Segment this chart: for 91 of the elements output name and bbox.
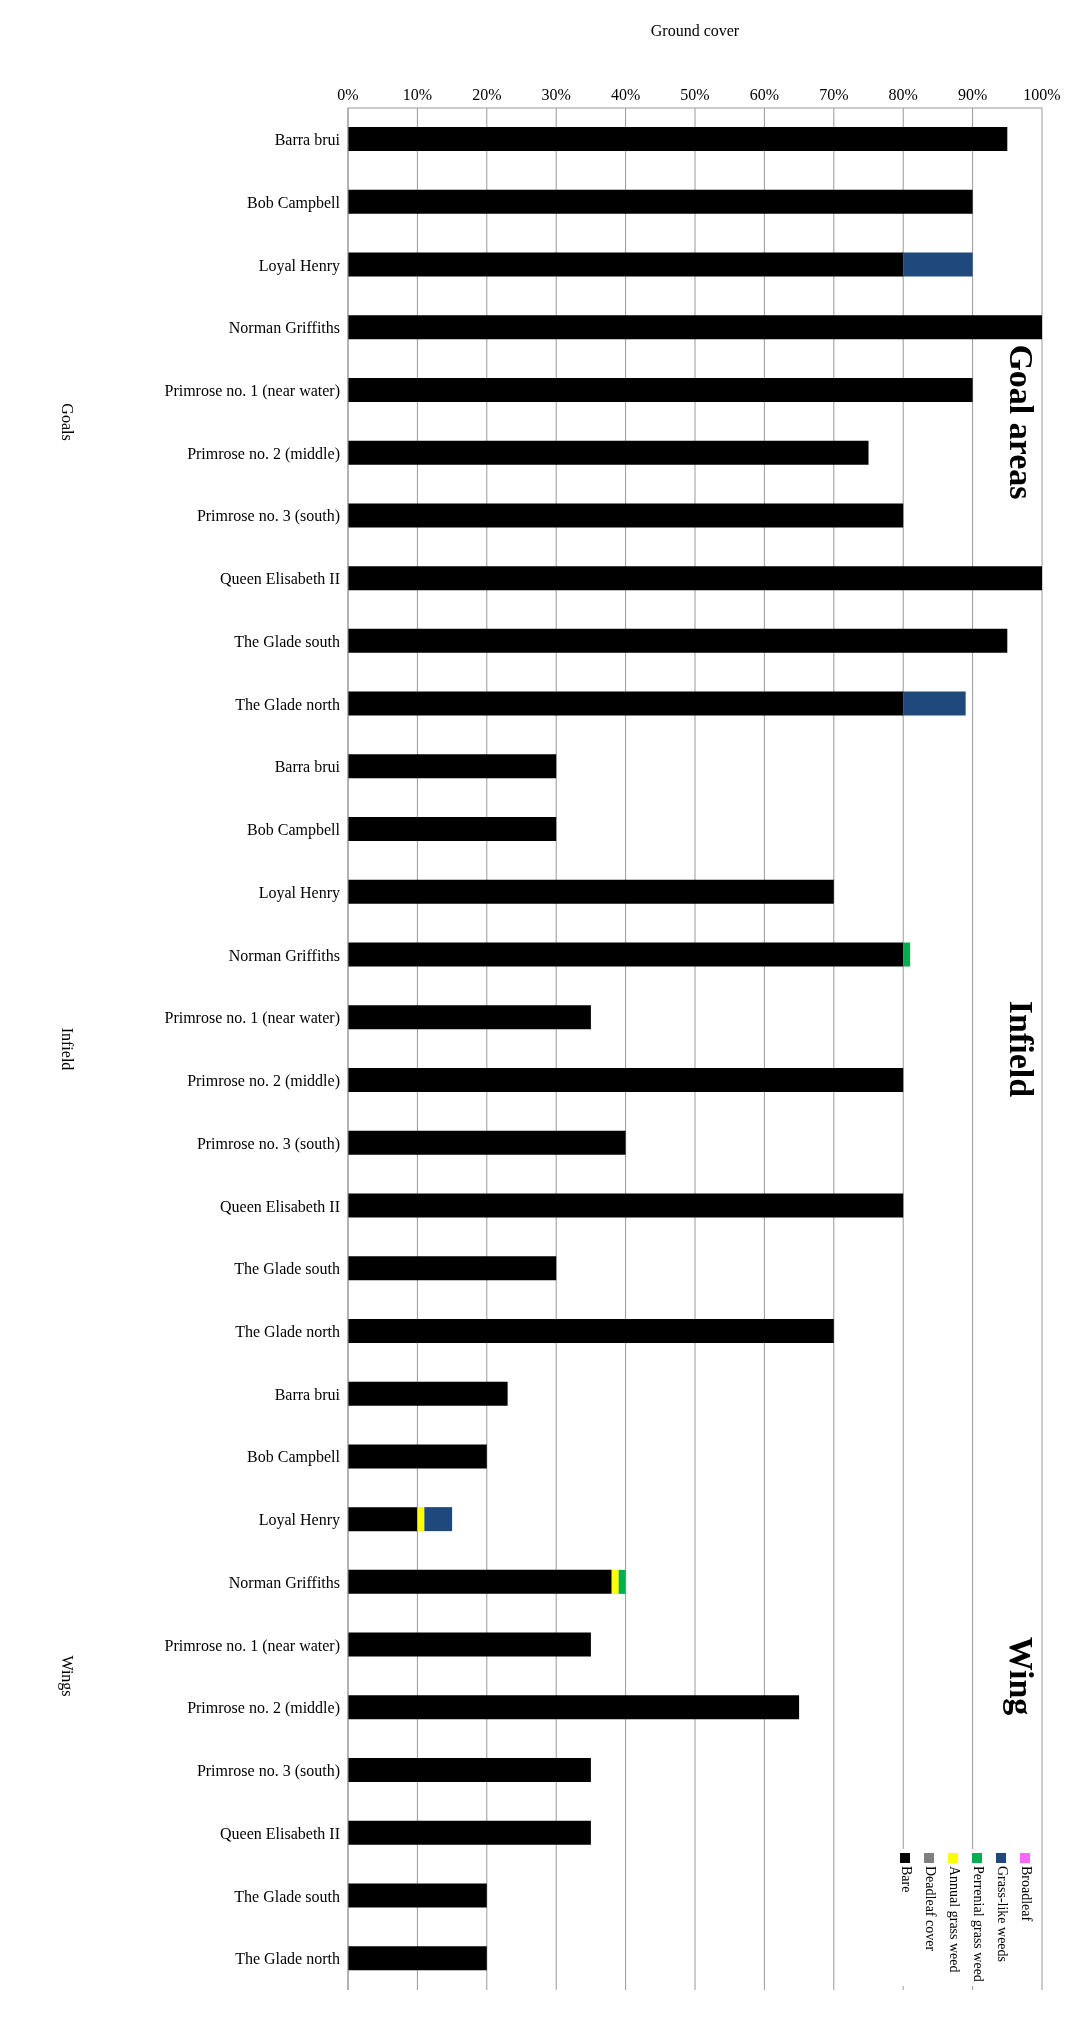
- bar: [618, 1569, 626, 1594]
- y-tick-label: Bob Campbell: [247, 821, 341, 840]
- y-tick-label: Primrose no. 3 (south): [196, 1762, 340, 1781]
- x-tick-label: 80%: [888, 86, 918, 103]
- bar: [903, 691, 966, 716]
- bar: [348, 942, 904, 967]
- annotation: Goal areas: [1002, 344, 1040, 500]
- bar: [348, 754, 557, 779]
- text: Infield: [58, 1027, 76, 1071]
- x-axis-title: Ground cover: [649, 22, 741, 40]
- bar: [611, 1569, 619, 1594]
- bar: [348, 1758, 591, 1783]
- bar: [348, 1507, 418, 1532]
- bar: [348, 127, 1008, 151]
- bar: [417, 1507, 425, 1532]
- bar: [348, 1381, 508, 1406]
- text: Wings: [58, 1655, 76, 1697]
- y-tick-label: Primrose no. 2 (middle): [187, 444, 340, 463]
- bar: [348, 1318, 834, 1343]
- y-tick-label: The Glade south: [234, 1887, 340, 1905]
- y-tick-label: Primrose no. 3 (south): [196, 507, 340, 526]
- bar: [348, 879, 834, 904]
- y-tick-label: Primrose no. 1 (near water): [164, 1009, 340, 1028]
- x-tick-label: 30%: [541, 86, 571, 103]
- y-tick-label: Primrose no. 2 (middle): [187, 1072, 340, 1091]
- legend-label: Grass-like weeds: [994, 1866, 1010, 1963]
- y-tick-label: Loyal Henry: [258, 1511, 340, 1530]
- bar: [348, 1444, 487, 1469]
- y-tick-label: Norman Griffiths: [228, 946, 340, 964]
- y-tick-label: The Glade south: [234, 632, 340, 650]
- bar: [348, 1130, 626, 1155]
- bar: [348, 691, 904, 716]
- y-tick-label: Queen Elisabeth II: [220, 1824, 340, 1842]
- y-tick-label: The Glade north: [235, 695, 340, 713]
- bar: [348, 1256, 557, 1281]
- y-tick-label: The Glade north: [235, 1950, 340, 1968]
- bar: [348, 1820, 591, 1845]
- legend-label: Annual grass weed: [946, 1866, 962, 1973]
- bar: [348, 1005, 591, 1030]
- bar: [348, 1695, 800, 1720]
- legend-label: Perrenial grass weed: [970, 1866, 986, 1982]
- bar: [348, 1569, 612, 1594]
- x-tick-label: 0%: [337, 86, 359, 103]
- y-tick-label: Norman Griffiths: [228, 1573, 340, 1591]
- y-tick-label: Queen Elisabeth II: [220, 1197, 340, 1215]
- legend-label: Deadleaf cover: [922, 1866, 938, 1952]
- bar: [348, 566, 1042, 591]
- bar: [903, 942, 911, 967]
- x-tick-label: 70%: [819, 86, 849, 103]
- y-tick-label: Barra brui: [274, 1385, 341, 1403]
- bar: [348, 315, 1042, 340]
- bar: [348, 377, 973, 402]
- y-tick-label: Bob Campbell: [247, 1448, 341, 1467]
- y-tick-label: Primrose no. 1 (near water): [164, 1636, 340, 1655]
- bar: [348, 503, 904, 528]
- bar: [348, 1946, 487, 1971]
- bar: [348, 817, 557, 842]
- bar: [348, 189, 973, 214]
- y-tick-label: Primrose no. 2 (middle): [187, 1699, 340, 1718]
- bar: [348, 628, 1008, 653]
- bar: [348, 1193, 904, 1218]
- y-tick-label: Loyal Henry: [258, 256, 340, 275]
- bar: [348, 1632, 591, 1657]
- y-tick-label: The Glade south: [234, 1260, 340, 1278]
- x-tick-label: 100%: [1023, 86, 1061, 103]
- x-tick-label: 60%: [749, 86, 780, 103]
- annotation: Infield: [1002, 1000, 1040, 1098]
- x-tick-label: 40%: [610, 86, 641, 103]
- bar: [903, 252, 973, 277]
- legend-label: Bare: [898, 1866, 914, 1893]
- legend-label: Broadleaf: [1018, 1866, 1034, 1922]
- text: Goals: [58, 402, 76, 441]
- bar: [348, 1883, 487, 1908]
- x-tick-label: 10%: [402, 86, 433, 103]
- y-tick-label: Primrose no. 1 (near water): [164, 381, 340, 400]
- x-tick-label: 20%: [472, 86, 502, 103]
- y-tick-label: Bob Campbell: [247, 193, 341, 212]
- bar: [348, 440, 869, 465]
- y-tick-label: Barra brui: [274, 758, 341, 776]
- y-tick-label: Queen Elisabeth II: [220, 570, 340, 588]
- y-tick-label: Barra brui: [274, 131, 341, 149]
- y-tick-label: Primrose no. 3 (south): [196, 1134, 340, 1153]
- annotation: Wing: [1002, 1636, 1040, 1716]
- bar: [424, 1507, 453, 1532]
- y-tick-label: The Glade north: [235, 1322, 340, 1340]
- bar: [348, 252, 904, 277]
- x-tick-label: 50%: [680, 86, 710, 103]
- bar: [348, 1068, 904, 1092]
- y-tick-label: Norman Griffiths: [228, 319, 340, 337]
- y-tick-label: Loyal Henry: [258, 883, 340, 902]
- x-tick-label: 90%: [957, 86, 988, 103]
